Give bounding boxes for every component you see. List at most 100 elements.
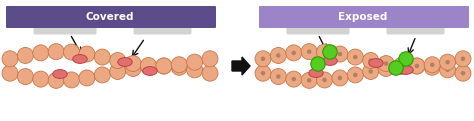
Circle shape (109, 64, 126, 79)
Circle shape (399, 52, 413, 66)
Circle shape (439, 62, 456, 78)
Circle shape (270, 47, 286, 63)
Circle shape (140, 58, 156, 74)
Circle shape (393, 58, 410, 74)
Circle shape (353, 73, 357, 77)
Circle shape (368, 69, 373, 74)
Circle shape (461, 57, 465, 61)
Circle shape (255, 51, 271, 67)
Circle shape (384, 66, 388, 71)
Circle shape (171, 59, 187, 75)
Circle shape (317, 44, 333, 60)
Circle shape (255, 65, 271, 81)
Circle shape (389, 61, 403, 75)
Circle shape (307, 78, 311, 83)
Circle shape (378, 60, 394, 76)
Circle shape (79, 70, 95, 86)
Circle shape (384, 61, 388, 66)
FancyArrow shape (232, 57, 250, 75)
Circle shape (399, 64, 404, 69)
Circle shape (301, 72, 317, 88)
Circle shape (446, 68, 450, 72)
Circle shape (109, 53, 126, 68)
Circle shape (337, 76, 342, 80)
Circle shape (187, 62, 202, 78)
FancyBboxPatch shape (286, 23, 349, 34)
Circle shape (301, 44, 317, 60)
Circle shape (323, 45, 337, 59)
Circle shape (2, 65, 18, 81)
Circle shape (187, 54, 202, 70)
Circle shape (64, 44, 80, 60)
Circle shape (94, 49, 110, 65)
Circle shape (202, 51, 218, 67)
FancyBboxPatch shape (386, 23, 445, 34)
Circle shape (94, 67, 110, 83)
Circle shape (409, 58, 425, 74)
Ellipse shape (118, 58, 132, 66)
Ellipse shape (73, 55, 87, 63)
Circle shape (48, 72, 64, 88)
Circle shape (446, 60, 450, 64)
Circle shape (409, 58, 425, 74)
Circle shape (337, 52, 342, 56)
Circle shape (368, 58, 373, 63)
Circle shape (140, 57, 156, 74)
Circle shape (455, 65, 471, 81)
Circle shape (286, 45, 302, 61)
Circle shape (363, 64, 379, 79)
FancyBboxPatch shape (34, 23, 97, 34)
Ellipse shape (143, 67, 157, 75)
Circle shape (292, 77, 296, 81)
Ellipse shape (53, 70, 67, 78)
Circle shape (64, 72, 80, 88)
Circle shape (156, 58, 172, 74)
Circle shape (430, 62, 435, 67)
Text: Covered: Covered (86, 12, 134, 22)
Circle shape (18, 68, 33, 85)
Circle shape (48, 44, 64, 60)
Text: Exposed: Exposed (338, 12, 388, 22)
Circle shape (363, 53, 379, 68)
Circle shape (261, 71, 265, 75)
Ellipse shape (309, 69, 323, 77)
Circle shape (156, 58, 172, 74)
Circle shape (276, 74, 281, 79)
Circle shape (322, 50, 327, 54)
Circle shape (125, 60, 141, 76)
Circle shape (439, 54, 456, 70)
Circle shape (332, 70, 348, 86)
Circle shape (378, 56, 394, 72)
Circle shape (33, 71, 49, 87)
Circle shape (18, 47, 33, 63)
Circle shape (347, 67, 363, 83)
Circle shape (276, 53, 281, 58)
Circle shape (347, 49, 363, 65)
Ellipse shape (323, 57, 337, 65)
FancyBboxPatch shape (134, 23, 191, 34)
FancyBboxPatch shape (6, 6, 216, 28)
Circle shape (33, 45, 49, 61)
Circle shape (353, 55, 357, 59)
Ellipse shape (399, 66, 413, 74)
Circle shape (125, 56, 141, 72)
Circle shape (171, 57, 187, 73)
Circle shape (2, 51, 18, 67)
Circle shape (270, 68, 286, 85)
Circle shape (393, 57, 410, 74)
Circle shape (415, 64, 419, 68)
Circle shape (292, 51, 296, 55)
Circle shape (322, 78, 327, 82)
Circle shape (286, 71, 302, 87)
FancyBboxPatch shape (259, 6, 469, 28)
Ellipse shape (369, 59, 383, 67)
Circle shape (424, 59, 440, 75)
Circle shape (332, 46, 348, 62)
Circle shape (202, 65, 218, 81)
Circle shape (399, 63, 404, 68)
Circle shape (424, 57, 440, 73)
Circle shape (311, 57, 325, 71)
Circle shape (317, 72, 333, 88)
Circle shape (430, 65, 435, 70)
Circle shape (307, 49, 311, 54)
